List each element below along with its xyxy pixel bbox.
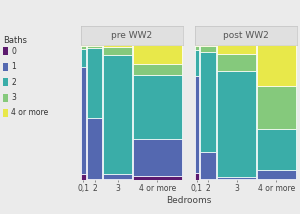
Bar <box>103 55 132 174</box>
Bar <box>195 45 199 46</box>
Bar <box>87 118 102 179</box>
Bar <box>218 177 256 180</box>
Bar <box>133 75 182 139</box>
Bar <box>195 46 199 50</box>
Bar <box>200 52 216 152</box>
Bar <box>133 64 182 75</box>
Bar <box>81 46 86 49</box>
Bar <box>103 47 132 55</box>
Text: 0: 0 <box>11 47 16 56</box>
Bar <box>133 45 182 64</box>
Bar <box>257 179 296 180</box>
Bar <box>195 76 199 173</box>
Bar <box>218 71 256 177</box>
Bar <box>195 173 199 180</box>
Text: 1: 1 <box>11 62 16 71</box>
Bar <box>257 170 296 179</box>
Bar <box>133 139 182 176</box>
Bar <box>133 176 182 180</box>
Bar <box>87 45 102 46</box>
Bar <box>103 179 132 180</box>
Text: Baths: Baths <box>3 36 27 45</box>
Bar <box>200 46 216 52</box>
Bar <box>103 174 132 179</box>
Bar <box>200 45 216 46</box>
Bar <box>218 45 256 54</box>
Bar <box>87 179 102 180</box>
Text: 2: 2 <box>11 78 16 87</box>
Bar <box>103 45 132 47</box>
Text: Bedrooms: Bedrooms <box>166 196 212 205</box>
Text: 4 or more: 4 or more <box>11 108 49 117</box>
Bar <box>87 48 102 118</box>
Bar <box>87 46 102 48</box>
Bar <box>81 49 86 67</box>
Bar <box>218 54 256 71</box>
Bar <box>81 45 86 46</box>
Text: 3: 3 <box>11 93 16 102</box>
Bar <box>200 152 216 179</box>
Text: post WW2: post WW2 <box>223 31 269 40</box>
Bar <box>257 86 296 129</box>
Bar <box>195 50 199 76</box>
Bar <box>257 45 296 86</box>
Bar <box>81 67 86 174</box>
Text: pre WW2: pre WW2 <box>112 31 153 40</box>
Bar <box>257 129 296 170</box>
Bar <box>200 179 216 180</box>
Bar <box>81 174 86 180</box>
